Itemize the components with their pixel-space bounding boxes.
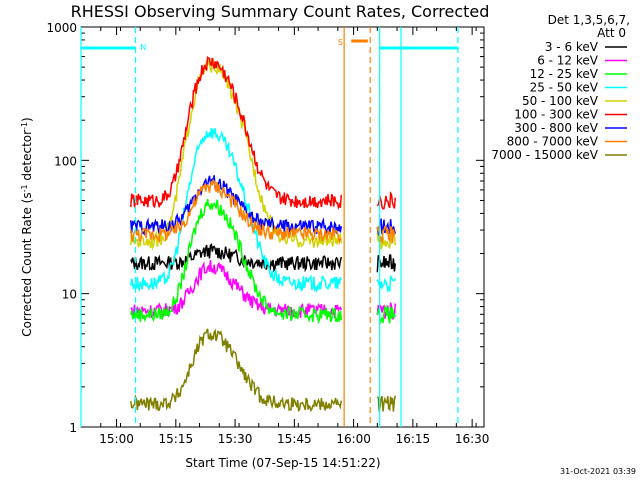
legend-label: 6 - 12 keV <box>537 54 599 68</box>
series-line <box>130 198 343 325</box>
svg-text:Corrected Count Rate (s-1 dete: Corrected Count Rate (s-1 detector-1) <box>20 117 35 336</box>
series-line-segment2 <box>376 304 396 324</box>
x-tick-label: 15:45 <box>277 432 312 446</box>
series-line <box>130 243 343 273</box>
y-tick-label: 100 <box>54 154 77 168</box>
series-line-segment2 <box>376 190 397 210</box>
x-axis-label: Start Time (07-Sep-15 14:51:22) <box>185 456 380 470</box>
y-tick-label: 10 <box>62 288 77 302</box>
y-tick-label: 1000 <box>46 21 77 35</box>
series-line <box>130 178 342 245</box>
series-line <box>130 260 342 320</box>
legend-label: 12 - 25 keV <box>530 67 599 81</box>
legend-label: 100 - 300 keV <box>514 108 598 122</box>
legend-label: 3 - 6 keV <box>545 40 599 54</box>
footer-date: 31-Oct-2021 03:39 <box>560 467 636 476</box>
series-line-segment2 <box>376 275 396 294</box>
x-tick-label: 16:15 <box>396 432 431 446</box>
y-tick-label: 1 <box>69 421 77 435</box>
series-line <box>130 328 343 413</box>
series-line-segment2 <box>376 254 397 273</box>
series-line <box>130 175 343 236</box>
x-tick-label: 15:15 <box>159 432 194 446</box>
x-tick-label: 15:30 <box>218 432 253 446</box>
y-axis-label: Corrected Count Rate (s-1 detector-1) <box>20 117 35 336</box>
legend-label: 50 - 100 keV <box>522 94 599 108</box>
legend-header-line1: Det 1,3,5,6,7, <box>548 13 630 27</box>
legend-label: 7000 - 15000 keV <box>491 148 598 162</box>
saa-label: S <box>338 38 343 47</box>
legend-label: 800 - 7000 keV <box>507 135 599 149</box>
series-line <box>130 55 343 211</box>
legend-header-line2: Att 0 <box>597 26 626 40</box>
legend-label: 300 - 800 keV <box>514 121 598 135</box>
chart-title: RHESSI Observing Summary Count Rates, Co… <box>71 2 490 21</box>
x-tick-label: 16:00 <box>336 432 371 446</box>
legend-label: 25 - 50 keV <box>530 81 599 95</box>
series-line-segment2 <box>376 225 396 244</box>
x-tick-label: 15:00 <box>99 432 134 446</box>
x-tick-label: 16:30 <box>455 432 490 446</box>
series-line <box>130 127 342 294</box>
night-label: N <box>140 43 146 52</box>
series-line-segment2 <box>376 395 397 412</box>
